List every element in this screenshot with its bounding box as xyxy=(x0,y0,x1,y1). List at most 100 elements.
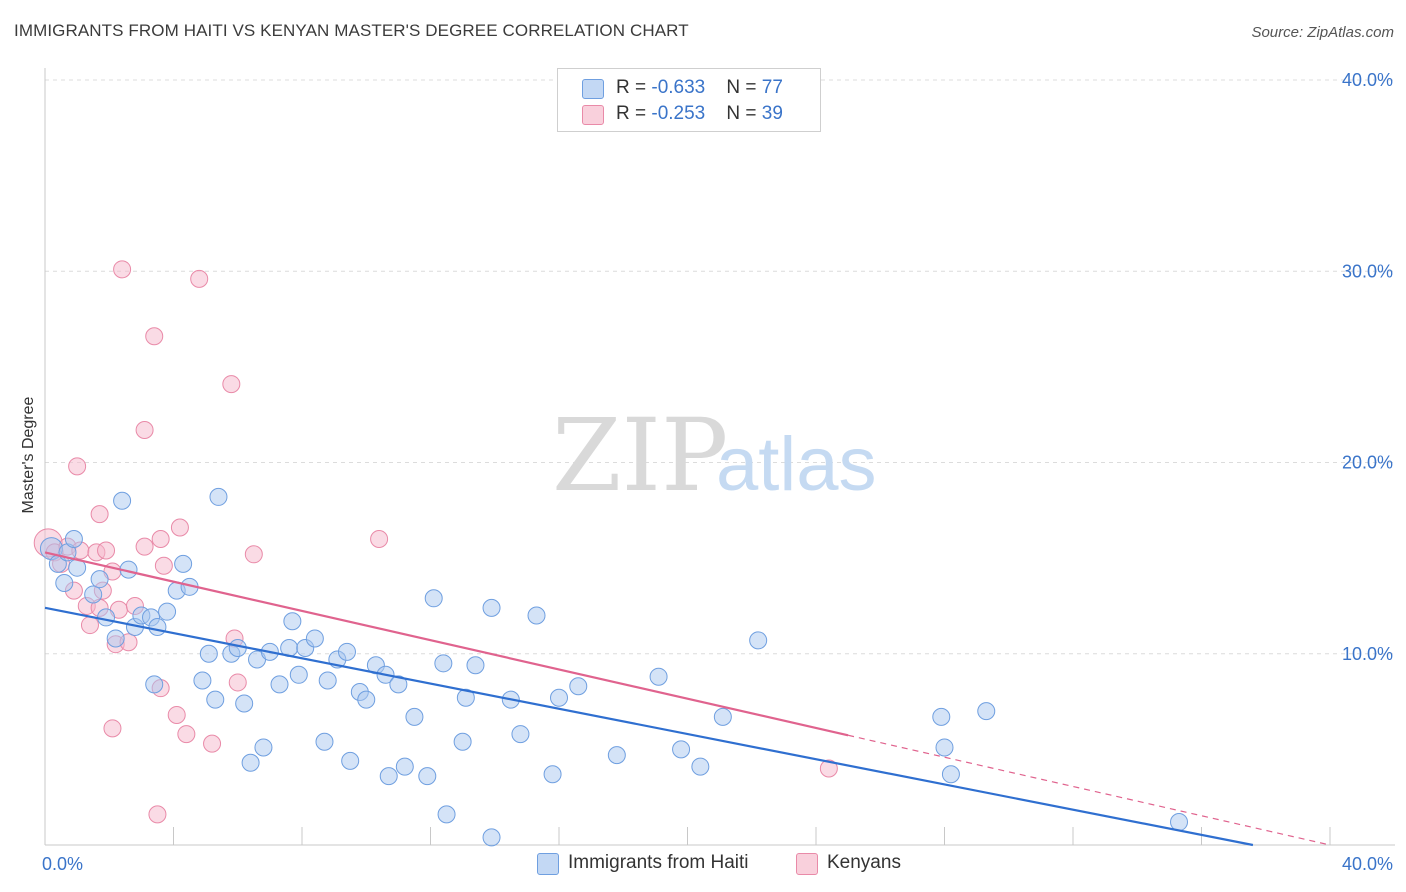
haiti-point xyxy=(283,612,302,631)
haiti-point xyxy=(511,725,530,744)
kenyans-point xyxy=(190,269,209,288)
source-label: Source: ZipAtlas.com xyxy=(1251,24,1394,41)
kenyans-points xyxy=(33,260,838,824)
haiti-point xyxy=(379,767,398,786)
y-tick-label: 10.0% xyxy=(1342,644,1393,664)
haiti-point xyxy=(199,644,218,663)
legend-n-value-haiti: 77 xyxy=(761,77,783,98)
haiti-point xyxy=(434,654,453,673)
kenyans-point xyxy=(244,545,263,564)
haiti-point xyxy=(932,707,951,726)
x-tick-labels: 0.0% 40.0% xyxy=(42,854,1393,874)
kenyans-point xyxy=(167,705,186,724)
haiti-point xyxy=(749,631,768,650)
haiti-point xyxy=(649,667,668,686)
y-tick-labels: 10.0% 20.0% 30.0% 40.0% xyxy=(1342,70,1393,664)
haiti-point xyxy=(357,690,376,709)
haiti-point xyxy=(389,675,408,694)
haiti-point xyxy=(113,491,132,510)
haiti-point xyxy=(106,629,125,648)
haiti-point xyxy=(145,675,164,694)
haiti-point xyxy=(174,554,193,573)
kenyans-point xyxy=(97,541,116,560)
haiti-point xyxy=(418,767,437,786)
chart-title: IMMIGRANTS FROM HAITI VS KENYAN MASTER'S… xyxy=(14,21,689,40)
y-tick-label: 40.0% xyxy=(1342,70,1393,90)
haiti-point xyxy=(466,656,485,675)
gridlines xyxy=(45,79,1395,655)
legend-swatch-haiti xyxy=(582,79,604,99)
kenyans-point xyxy=(819,759,838,778)
haiti-point xyxy=(607,746,626,765)
haiti-point xyxy=(241,753,260,772)
haiti-point xyxy=(395,757,414,776)
haiti-point xyxy=(206,690,225,709)
haiti-point xyxy=(228,639,247,658)
haiti-point xyxy=(569,677,588,696)
kenyans-point xyxy=(103,719,122,738)
haiti-points xyxy=(39,487,1189,847)
legend-n-value-kenyans: 39 xyxy=(761,103,783,124)
x-tick-label: 0.0% xyxy=(42,854,83,874)
haiti-point xyxy=(713,707,732,726)
haiti-point xyxy=(941,765,960,784)
haiti-point xyxy=(209,487,228,506)
haiti-point xyxy=(337,642,356,661)
kenyans-point xyxy=(154,556,173,575)
haiti-point xyxy=(305,629,324,648)
legend-r-value-haiti: -0.633 xyxy=(651,77,706,98)
haiti-point xyxy=(289,665,308,684)
haiti-point xyxy=(315,732,334,751)
haiti-point xyxy=(424,589,443,608)
kenyans-point xyxy=(90,505,109,524)
kenyans-point xyxy=(135,537,154,556)
haiti-point xyxy=(672,740,691,759)
kenyans-point xyxy=(145,327,164,346)
haiti-point xyxy=(977,702,996,721)
kenyans-point xyxy=(170,518,189,537)
kenyans-point xyxy=(370,530,389,548)
haiti-point xyxy=(148,617,167,636)
haiti-trend-line xyxy=(44,606,1254,847)
legend-n-label: N = xyxy=(726,103,762,124)
stats-legend: R = -0.633 N = 77 R = -0.253 N = 39 xyxy=(557,68,821,132)
legend-r-label: R = xyxy=(616,77,652,98)
haiti-point xyxy=(691,757,710,776)
haiti-point xyxy=(270,675,289,694)
haiti-point xyxy=(90,570,109,589)
kenyans-trend-line-extension xyxy=(847,734,1331,846)
kenyans-point xyxy=(228,673,247,692)
haiti-point xyxy=(456,688,475,707)
kenyans-point xyxy=(68,457,87,476)
haiti-point xyxy=(341,751,360,770)
legend-r-value-kenyans: -0.253 xyxy=(651,103,706,124)
x-tick-label: 40.0% xyxy=(1342,854,1393,874)
haiti-point xyxy=(254,738,273,757)
haiti-point xyxy=(543,765,562,784)
haiti-point xyxy=(550,688,568,707)
y-tick-label: 20.0% xyxy=(1342,453,1393,473)
legend-n-label: N = xyxy=(726,77,762,98)
haiti-point xyxy=(453,732,472,751)
haiti-point xyxy=(84,585,103,604)
kenyans-point xyxy=(203,734,222,753)
bottom-legend-label-haiti: Immigrants from Haiti xyxy=(568,852,749,873)
axes xyxy=(44,68,1395,846)
legend-r-label: R = xyxy=(616,103,652,124)
kenyans-point xyxy=(80,616,99,635)
haiti-point xyxy=(64,530,83,548)
haiti-point xyxy=(55,573,74,592)
haiti-point xyxy=(318,671,337,690)
haiti-point xyxy=(527,606,546,625)
watermark-atlas: atlas xyxy=(716,422,877,507)
kenyans-point xyxy=(135,420,154,439)
y-axis-label: Master's Degree xyxy=(20,396,37,513)
haiti-point xyxy=(437,805,456,824)
bottom-legend-swatch-kenyans xyxy=(796,853,818,875)
kenyans-point xyxy=(177,725,196,744)
haiti-point xyxy=(482,828,501,847)
trend-lines xyxy=(44,551,1331,847)
legend-swatch-kenyans xyxy=(582,105,604,125)
kenyans-point xyxy=(113,260,132,279)
